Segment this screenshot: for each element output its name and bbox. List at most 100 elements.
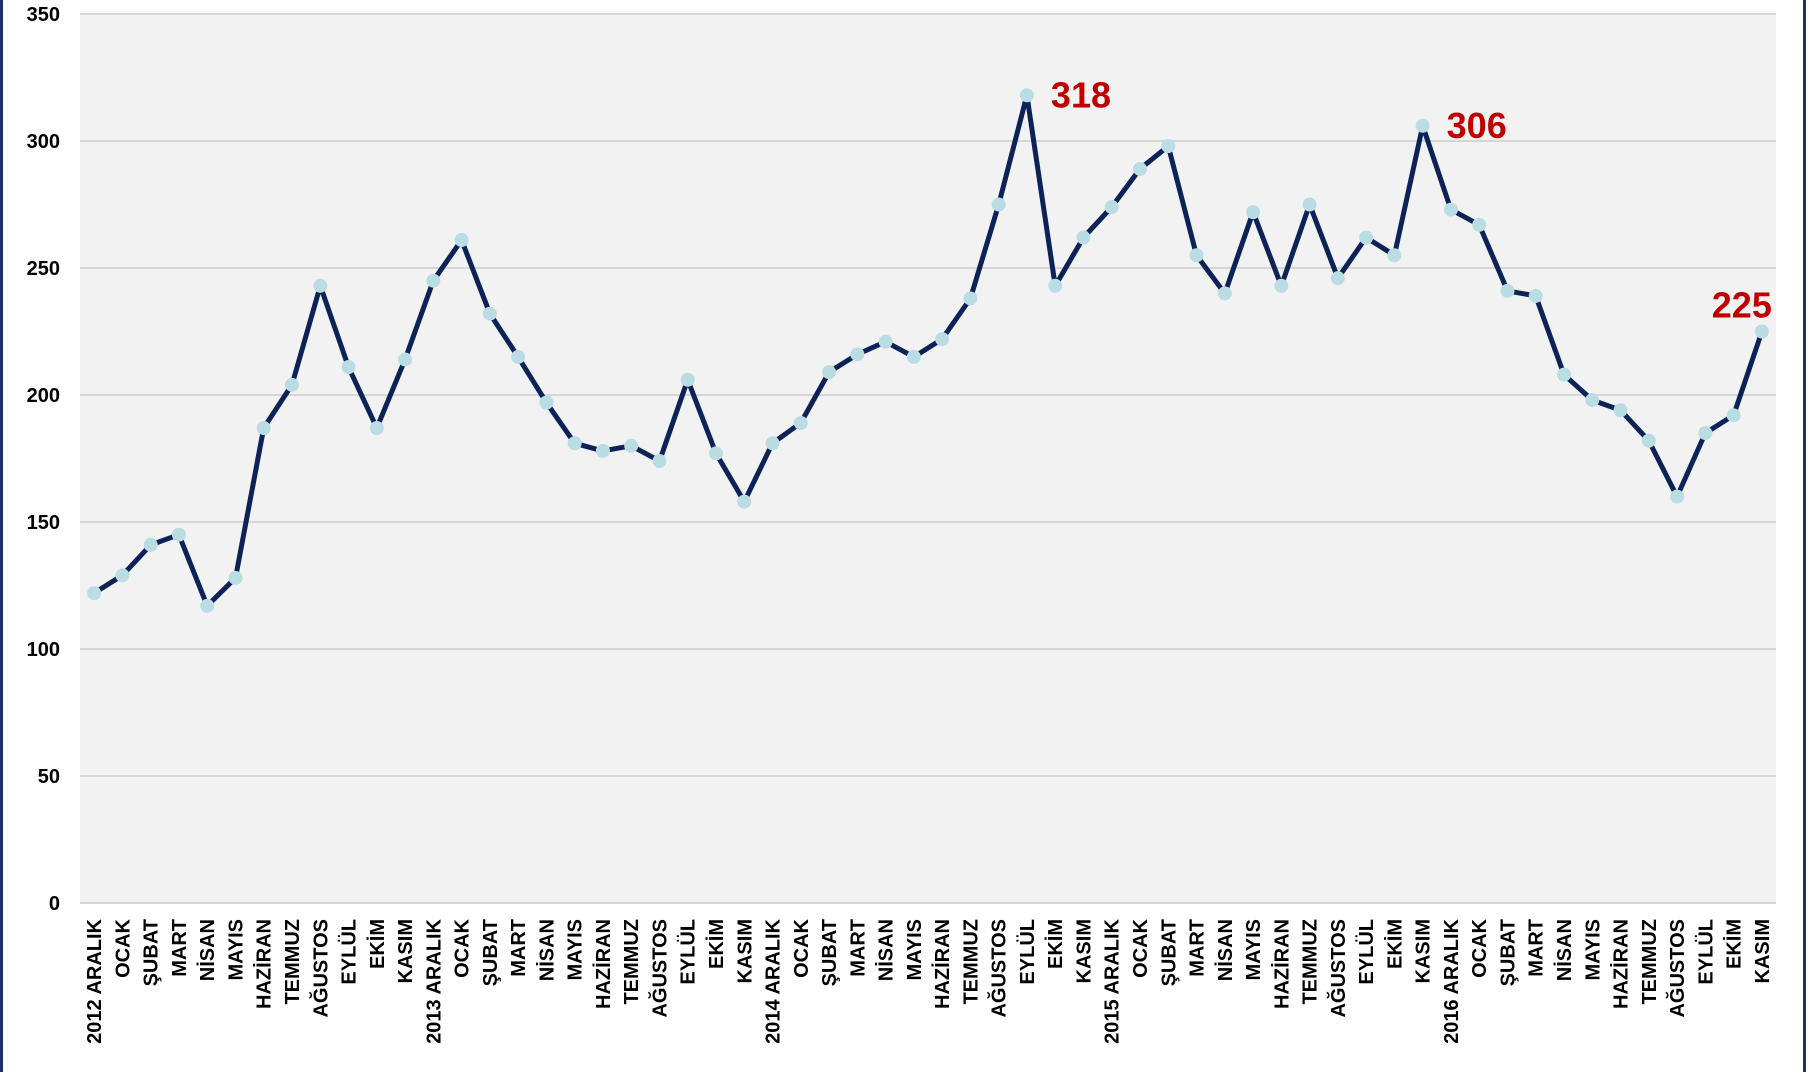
x-tick-label: OCAK — [791, 918, 813, 977]
x-tick-label: EYLÜL — [1694, 919, 1717, 985]
x-tick-label: OCAK — [1469, 918, 1491, 977]
data-point — [1133, 161, 1147, 176]
data-point — [1726, 408, 1741, 423]
y-tick-label: 350 — [27, 4, 60, 26]
x-tick-label: TEMMUZ — [282, 919, 304, 1005]
x-tick-label: HAZİRAN — [592, 919, 615, 1009]
data-point — [1500, 283, 1515, 298]
data-point — [680, 372, 695, 387]
data-point — [1528, 288, 1543, 303]
x-tick-label: EYLÜL — [1016, 919, 1039, 985]
data-point — [1415, 118, 1430, 133]
y-tick-label: 250 — [27, 258, 60, 280]
x-tick-label: MART — [169, 919, 191, 977]
data-point — [1557, 367, 1571, 382]
x-tick-label: AĞUSTOS — [647, 919, 671, 1018]
x-tick-label: NİSAN — [1553, 919, 1576, 981]
data-point — [143, 537, 158, 552]
x-tick-label: EKİM — [1723, 919, 1746, 969]
data-point — [991, 197, 1006, 212]
x-tick-label: AĞUSTOS — [987, 919, 1011, 1018]
data-point — [369, 421, 384, 436]
data-point — [171, 527, 186, 542]
data-point — [737, 494, 752, 509]
annotations: 318 306 225 — [1051, 74, 1772, 325]
x-tick-label: KASIM — [1752, 919, 1774, 983]
y-tick-label: 300 — [27, 131, 60, 153]
data-point — [850, 347, 865, 362]
x-tick-label: HAZİRAN — [931, 919, 954, 1009]
x-tick-label: KASIM — [395, 919, 417, 983]
data-label: 318 — [1051, 74, 1111, 115]
x-tick-label: TEMMUZ — [1639, 919, 1661, 1005]
data-point — [1246, 205, 1261, 220]
x-tick-label: MART — [847, 919, 869, 977]
x-tick-label: MAYIS — [1243, 919, 1265, 981]
y-tick-label: 100 — [27, 639, 60, 661]
x-tick-label: NİSAN — [535, 919, 558, 981]
x-tick-label: MAYIS — [1582, 919, 1604, 981]
x-tick-label: OCAK — [112, 918, 134, 977]
data-point — [313, 278, 328, 293]
x-tick-label: EKİM — [705, 919, 728, 969]
x-tick-label: OCAK — [1130, 918, 1152, 977]
data-point — [256, 421, 271, 436]
data-point — [1048, 278, 1063, 293]
x-tick-label: NİSAN — [1214, 919, 1237, 981]
data-point — [935, 332, 950, 347]
data-point — [595, 443, 610, 458]
x-tick-label: MART — [1526, 919, 1548, 977]
x-tick-label: 2012 ARALIK — [84, 918, 106, 1043]
x-tick-label: KASIM — [1073, 919, 1095, 983]
data-point — [1019, 88, 1034, 103]
data-point — [115, 568, 130, 583]
x-tick-label: OCAK — [452, 918, 474, 977]
x-tick-label: KASIM — [734, 919, 756, 983]
x-tick-label: 2016 ARALIK — [1441, 918, 1463, 1043]
x-tick-label: EKİM — [366, 919, 389, 969]
x-tick-label: EYLÜL — [1355, 919, 1378, 985]
x-tick-label: MART — [1187, 919, 1209, 977]
data-point — [1274, 278, 1289, 293]
x-tick-label: NİSAN — [875, 919, 898, 981]
data-point — [793, 415, 808, 430]
x-tick-label: AĞUSTOS — [1665, 919, 1689, 1018]
data-point — [1754, 324, 1769, 339]
data-point — [482, 306, 497, 321]
data-point — [822, 365, 837, 380]
x-tick-label: EYLÜL — [677, 919, 700, 985]
y-tick-label: 200 — [27, 385, 60, 407]
data-point — [624, 438, 639, 453]
data-point — [1302, 197, 1317, 212]
data-point — [454, 233, 469, 248]
data-point — [1217, 286, 1232, 301]
y-axis: 0 50 100 150 200 250 300 350 — [27, 4, 60, 915]
data-point — [1698, 426, 1713, 441]
x-tick-label: TEMMUZ — [1300, 919, 1322, 1005]
data-point — [228, 570, 243, 585]
data-point — [87, 586, 102, 601]
x-tick-label: ŞUBAT — [819, 919, 841, 986]
x-tick-label: ŞUBAT — [1497, 919, 1519, 986]
data-point — [426, 273, 441, 288]
data-point — [1189, 248, 1204, 263]
data-point — [341, 360, 356, 375]
data-point — [1387, 248, 1402, 263]
x-tick-label: ŞUBAT — [1158, 919, 1180, 986]
data-point — [567, 436, 582, 451]
x-tick-label: HAZİRAN — [1270, 919, 1293, 1009]
x-tick-label: MART — [508, 919, 530, 977]
data-point — [765, 436, 780, 451]
data-point — [1443, 202, 1458, 217]
x-tick-label: 2015 ARALIK — [1102, 918, 1124, 1043]
plot-area — [80, 14, 1776, 903]
data-point — [1330, 271, 1345, 286]
y-tick-label: 150 — [27, 512, 60, 534]
data-point — [1472, 217, 1487, 232]
x-tick-label: KASIM — [1413, 919, 1435, 983]
data-point — [709, 446, 723, 461]
x-tick-label: MAYIS — [225, 919, 247, 981]
x-tick-label: 2013 ARALIK — [423, 918, 445, 1043]
y-tick-label: 50 — [38, 766, 60, 788]
